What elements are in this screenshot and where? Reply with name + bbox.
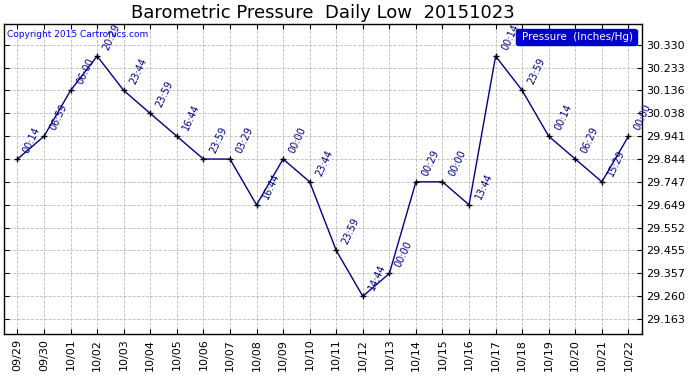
- Text: Copyright 2015 Cartronics.com: Copyright 2015 Cartronics.com: [8, 30, 148, 39]
- Text: 23:59: 23:59: [340, 217, 362, 246]
- Text: 00:00: 00:00: [393, 240, 414, 269]
- Text: 16:44: 16:44: [181, 103, 201, 132]
- Text: 03:29: 03:29: [234, 125, 255, 155]
- Text: 00:29: 00:29: [420, 148, 441, 178]
- Text: 20:29: 20:29: [101, 22, 122, 52]
- Text: 23:44: 23:44: [128, 57, 149, 86]
- Text: 23:44: 23:44: [314, 148, 335, 178]
- Text: 13:44: 13:44: [473, 171, 494, 201]
- Text: 00:00: 00:00: [446, 148, 467, 178]
- Text: 06:00: 06:00: [75, 57, 95, 86]
- Text: 15:29: 15:29: [606, 148, 627, 178]
- Legend: Pressure  (Inches/Hg): Pressure (Inches/Hg): [516, 29, 636, 45]
- Text: 16:44: 16:44: [261, 171, 282, 201]
- Text: 00:00: 00:00: [287, 126, 308, 155]
- Text: 06:59: 06:59: [48, 103, 69, 132]
- Text: 23:59: 23:59: [526, 57, 547, 86]
- Text: 00:14: 00:14: [553, 103, 573, 132]
- Text: 23:59: 23:59: [208, 125, 228, 155]
- Text: 00:00: 00:00: [633, 103, 653, 132]
- Text: 00:14: 00:14: [21, 126, 42, 155]
- Title: Barometric Pressure  Daily Low  20151023: Barometric Pressure Daily Low 20151023: [131, 4, 515, 22]
- Text: 00:14: 00:14: [500, 22, 520, 52]
- Text: 23:59: 23:59: [155, 80, 175, 109]
- Text: 14:44: 14:44: [367, 263, 388, 292]
- Text: 06:29: 06:29: [580, 125, 600, 155]
